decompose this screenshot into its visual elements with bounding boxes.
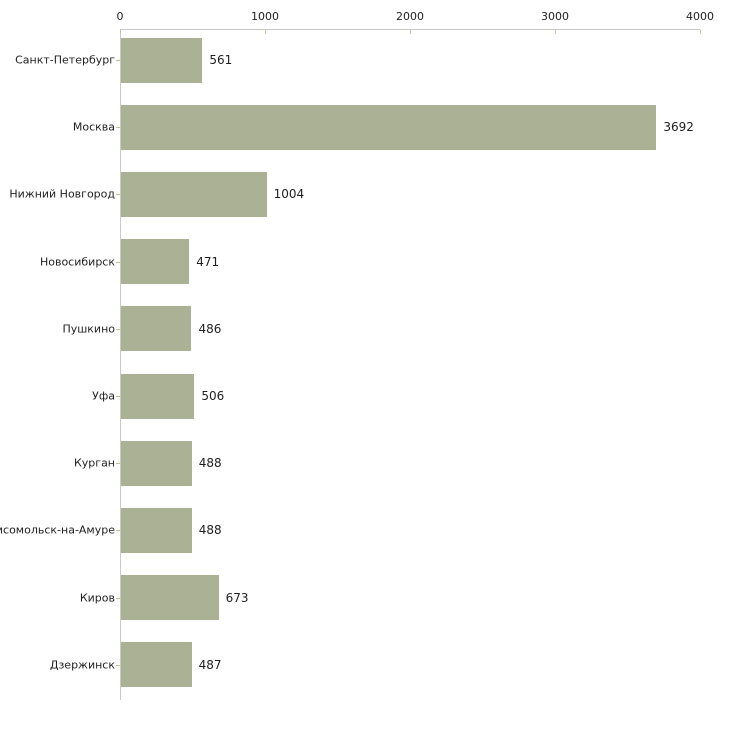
category-label: Москва bbox=[72, 120, 115, 134]
category-label: Новосибирск bbox=[39, 255, 115, 269]
value-label: 561 bbox=[209, 53, 233, 67]
category-label: Уфа bbox=[92, 389, 115, 403]
y-tick-mark bbox=[116, 261, 120, 263]
y-tick-mark bbox=[116, 328, 120, 330]
bar bbox=[121, 373, 195, 419]
bar bbox=[121, 575, 219, 621]
category-label: Нижний Новгород bbox=[9, 187, 115, 201]
x-tick-label: 2000 bbox=[396, 10, 424, 23]
bar bbox=[121, 306, 192, 352]
x-tick-label: 4000 bbox=[686, 10, 714, 23]
y-tick-mark bbox=[116, 463, 120, 465]
y-axis-line bbox=[120, 29, 121, 700]
category-label: Санкт-Петербург bbox=[15, 53, 115, 67]
value-label: 486 bbox=[198, 321, 222, 336]
y-tick-mark bbox=[116, 597, 120, 599]
category-label: Комсомольск-на-Амуре bbox=[0, 523, 115, 537]
y-tick-mark bbox=[116, 664, 120, 666]
value-label: 488 bbox=[198, 523, 222, 538]
x-tick-mark bbox=[700, 30, 701, 34]
x-axis-line bbox=[120, 29, 700, 30]
category-label: Пушкино bbox=[62, 322, 115, 336]
value-label: 488 bbox=[198, 456, 222, 471]
bar bbox=[121, 104, 657, 150]
value-label: 471 bbox=[196, 254, 220, 269]
value-label: 487 bbox=[198, 657, 222, 672]
bar bbox=[121, 171, 267, 217]
x-tick-label: 3000 bbox=[541, 10, 569, 23]
y-tick-mark bbox=[116, 127, 120, 129]
value-label: 3692 bbox=[663, 120, 694, 135]
value-label: 506 bbox=[201, 389, 225, 403]
category-label: Курган bbox=[73, 456, 115, 470]
x-tick-label: 1000 bbox=[251, 10, 279, 23]
bar bbox=[121, 239, 190, 285]
bar bbox=[121, 37, 203, 83]
category-label: Дзержинск bbox=[49, 658, 115, 672]
y-tick-mark bbox=[116, 60, 120, 61]
bar bbox=[121, 507, 192, 553]
y-tick-mark bbox=[116, 194, 120, 196]
x-tick-mark bbox=[410, 30, 411, 34]
x-tick-mark bbox=[265, 30, 266, 34]
bar bbox=[121, 642, 192, 688]
category-label: Киров bbox=[79, 591, 115, 605]
x-tick-mark bbox=[120, 30, 121, 34]
value-label: 673 bbox=[225, 590, 249, 605]
value-label: 1004 bbox=[273, 187, 305, 202]
bar bbox=[121, 440, 192, 486]
y-tick-mark bbox=[116, 530, 120, 532]
y-tick-mark bbox=[116, 396, 120, 397]
x-tick-mark bbox=[555, 30, 556, 34]
x-tick-label: 0 bbox=[116, 10, 124, 23]
